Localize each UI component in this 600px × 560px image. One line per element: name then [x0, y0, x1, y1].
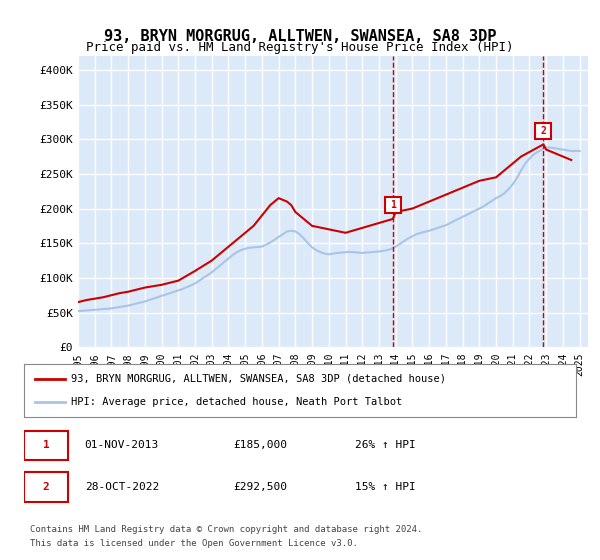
Text: This data is licensed under the Open Government Licence v3.0.: This data is licensed under the Open Gov…: [30, 539, 358, 548]
Text: 93, BRYN MORGRUG, ALLTWEN, SWANSEA, SA8 3DP (detached house): 93, BRYN MORGRUG, ALLTWEN, SWANSEA, SA8 …: [71, 374, 446, 384]
Text: 01-NOV-2013: 01-NOV-2013: [85, 440, 159, 450]
Text: 1: 1: [43, 440, 49, 450]
FancyBboxPatch shape: [24, 472, 68, 502]
Text: 26% ↑ HPI: 26% ↑ HPI: [355, 440, 416, 450]
Text: 93, BRYN MORGRUG, ALLTWEN, SWANSEA, SA8 3DP: 93, BRYN MORGRUG, ALLTWEN, SWANSEA, SA8 …: [104, 29, 496, 44]
Text: £292,500: £292,500: [234, 482, 288, 492]
Text: 1: 1: [390, 200, 396, 210]
FancyBboxPatch shape: [24, 431, 68, 460]
Text: Price paid vs. HM Land Registry's House Price Index (HPI): Price paid vs. HM Land Registry's House …: [86, 41, 514, 54]
Text: 2: 2: [43, 482, 49, 492]
Text: 15% ↑ HPI: 15% ↑ HPI: [355, 482, 416, 492]
Text: 28-OCT-2022: 28-OCT-2022: [85, 482, 159, 492]
Text: HPI: Average price, detached house, Neath Port Talbot: HPI: Average price, detached house, Neat…: [71, 397, 402, 407]
Text: 2: 2: [541, 125, 546, 136]
Text: £185,000: £185,000: [234, 440, 288, 450]
Text: Contains HM Land Registry data © Crown copyright and database right 2024.: Contains HM Land Registry data © Crown c…: [30, 525, 422, 534]
